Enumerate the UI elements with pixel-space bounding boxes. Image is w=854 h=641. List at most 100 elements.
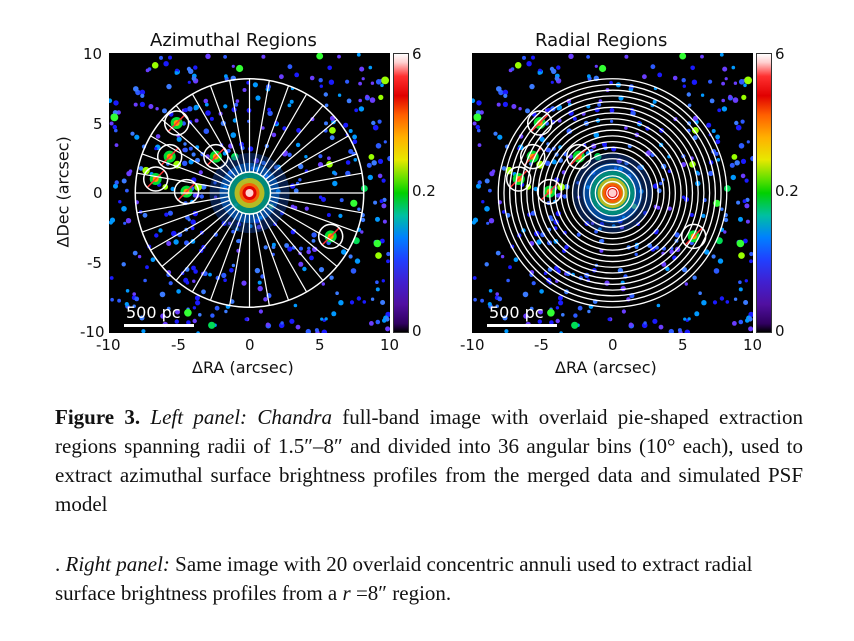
photon bbox=[132, 250, 138, 256]
photon bbox=[145, 68, 150, 73]
photon bbox=[698, 291, 702, 295]
photon bbox=[289, 99, 294, 104]
photon bbox=[213, 181, 217, 185]
photon bbox=[741, 94, 747, 100]
photon bbox=[198, 313, 202, 317]
annulus bbox=[549, 129, 676, 257]
photon bbox=[378, 94, 384, 100]
wedge-edge bbox=[136, 172, 229, 190]
caption-chandra: Chandra bbox=[257, 405, 332, 429]
photon bbox=[572, 116, 577, 121]
photon bbox=[284, 243, 289, 248]
photon bbox=[287, 64, 293, 70]
photon bbox=[610, 119, 614, 123]
photon bbox=[724, 77, 728, 81]
photon bbox=[715, 139, 721, 145]
caption-right-text: Same image with 20 overlaid concentric a… bbox=[55, 552, 753, 605]
photon bbox=[193, 65, 198, 70]
photon bbox=[531, 55, 535, 60]
photon bbox=[690, 65, 695, 71]
caption-right-label: Right panel: bbox=[65, 552, 170, 576]
photon bbox=[213, 195, 218, 199]
left-panel-image bbox=[109, 53, 390, 333]
photon bbox=[477, 180, 482, 185]
photon bbox=[208, 272, 212, 277]
left-xtick-m5: -5 bbox=[171, 336, 186, 354]
photon bbox=[377, 158, 384, 164]
photon bbox=[381, 178, 386, 183]
photon bbox=[511, 104, 517, 109]
photon bbox=[345, 160, 351, 165]
photon bbox=[744, 203, 750, 209]
photon bbox=[502, 101, 508, 107]
photon bbox=[327, 156, 331, 161]
photon bbox=[154, 147, 158, 151]
photon bbox=[305, 328, 311, 333]
photon bbox=[209, 116, 214, 121]
wedge-edge bbox=[141, 199, 230, 233]
photon bbox=[677, 328, 682, 333]
photon bbox=[139, 315, 145, 321]
photon bbox=[109, 98, 113, 103]
photon bbox=[719, 53, 724, 57]
exclusion-slash bbox=[146, 169, 166, 189]
photon bbox=[332, 170, 336, 175]
photon bbox=[624, 126, 628, 130]
left-ytick-5: 5 bbox=[93, 115, 103, 133]
photon bbox=[658, 181, 663, 186]
photon bbox=[192, 279, 196, 283]
photon bbox=[352, 134, 357, 140]
photon bbox=[473, 297, 477, 302]
photon bbox=[365, 94, 369, 99]
photon bbox=[155, 134, 161, 139]
photon bbox=[354, 258, 361, 264]
photon bbox=[681, 195, 686, 199]
caption-right-end: =8″ region. bbox=[350, 581, 452, 605]
photon bbox=[750, 155, 753, 162]
photon bbox=[637, 165, 642, 170]
wedge-edge bbox=[209, 85, 243, 174]
photon bbox=[740, 158, 747, 164]
wedge-edge bbox=[270, 172, 363, 190]
photon bbox=[642, 74, 647, 80]
photon bbox=[692, 115, 699, 121]
caption-r-symbol: r bbox=[342, 581, 351, 605]
photon bbox=[634, 252, 638, 257]
photon bbox=[711, 254, 716, 259]
photon bbox=[745, 219, 750, 224]
photon bbox=[708, 79, 713, 84]
photon bbox=[227, 221, 232, 225]
wedge-edge bbox=[141, 153, 230, 187]
photon bbox=[472, 276, 477, 280]
photon bbox=[554, 76, 560, 81]
photon bbox=[609, 108, 615, 113]
photon bbox=[381, 76, 389, 85]
photon bbox=[345, 79, 350, 84]
photon bbox=[214, 305, 220, 311]
photon bbox=[195, 300, 201, 306]
exclusion-slash bbox=[509, 169, 529, 189]
photon bbox=[472, 98, 476, 103]
right-xtick-5: 5 bbox=[678, 336, 688, 354]
photon bbox=[371, 160, 377, 166]
photon bbox=[287, 246, 293, 252]
photon bbox=[298, 163, 304, 170]
photon bbox=[293, 188, 299, 194]
photon bbox=[564, 244, 569, 250]
exclusion-circle bbox=[526, 110, 553, 136]
photon bbox=[121, 262, 126, 267]
wedge-edge bbox=[229, 213, 247, 306]
photon bbox=[360, 217, 366, 223]
photon bbox=[743, 83, 747, 88]
photon bbox=[329, 127, 336, 134]
photon bbox=[290, 204, 295, 209]
photon bbox=[369, 97, 376, 103]
photon bbox=[299, 246, 303, 251]
annulus bbox=[554, 135, 671, 251]
right-panel-title: Radial Regions bbox=[535, 30, 668, 51]
photon bbox=[353, 158, 358, 162]
left-xtick-5: 5 bbox=[315, 336, 325, 354]
photon bbox=[501, 166, 507, 171]
photon bbox=[154, 233, 159, 238]
photon bbox=[173, 239, 179, 245]
